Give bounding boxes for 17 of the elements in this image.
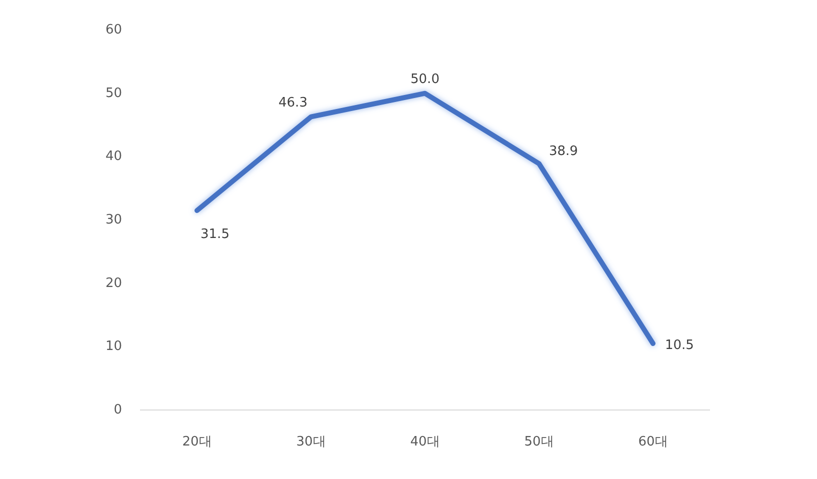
y-tick-label: 0: [114, 402, 122, 418]
y-tick-label: 30: [105, 212, 122, 228]
y-tick-label: 60: [105, 22, 122, 38]
text: 38.9: [549, 144, 578, 160]
x-tick-label: 30대: [296, 434, 326, 450]
y-tick-label: 40: [105, 149, 122, 164]
y-tick-label: 50: [105, 86, 122, 101]
y-tick-label: 20: [105, 276, 122, 291]
x-tick-label: 60대: [638, 434, 668, 450]
text: 31.5: [200, 227, 230, 242]
x-tick-label: 20대: [182, 434, 212, 450]
text: 50.0: [410, 72, 440, 87]
x-tick-label: 50대: [524, 434, 554, 450]
text: 10.5: [665, 338, 694, 354]
text: 46.3: [278, 95, 308, 110]
y-tick-label: 10: [105, 339, 122, 354]
x-tick-label: 40대: [410, 434, 440, 450]
